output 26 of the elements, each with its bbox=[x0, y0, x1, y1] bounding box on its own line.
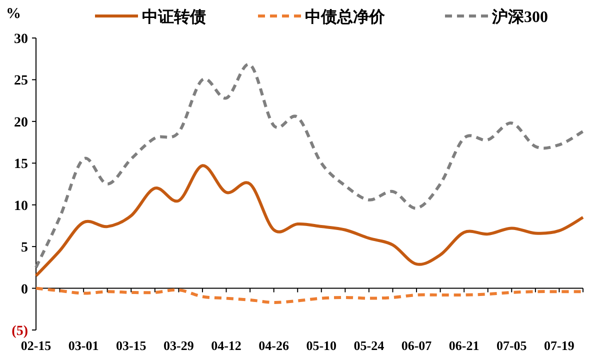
y-tick-label: 25 bbox=[14, 74, 28, 89]
x-tick-label: 06-07 bbox=[401, 338, 432, 353]
x-tick-label: 07-05 bbox=[496, 338, 528, 353]
x-tick-label: 04-12 bbox=[211, 338, 242, 353]
legend-label: 中证转债 bbox=[142, 8, 206, 26]
y-tick-label: 15 bbox=[14, 157, 28, 172]
x-tick-label: 06-21 bbox=[448, 338, 480, 353]
y-tick-label: 30 bbox=[14, 32, 28, 47]
x-tick-label: 02-15 bbox=[20, 338, 52, 353]
y-tick-label: (5) bbox=[12, 324, 28, 339]
x-tick-label: 03-29 bbox=[164, 338, 194, 353]
line-series bbox=[34, 164, 584, 278]
line-series bbox=[34, 63, 584, 269]
y-tick-label: 5 bbox=[21, 240, 28, 256]
x-tick-label: 07-19 bbox=[544, 338, 575, 353]
x-tick-label: 03-15 bbox=[116, 338, 147, 353]
x-tick-label: 04-26 bbox=[258, 338, 290, 353]
legend-label: 中债总净价 bbox=[305, 8, 386, 26]
y-tick-label: 10 bbox=[14, 198, 28, 214]
y-axis-title: % bbox=[6, 6, 21, 22]
x-tick-label: 05-24 bbox=[354, 338, 385, 353]
x-tick-label: 03-01 bbox=[68, 338, 99, 353]
y-tick-label: 0 bbox=[21, 282, 28, 298]
x-tick-label: 05-10 bbox=[306, 338, 337, 353]
y-tick-label: 20 bbox=[14, 115, 28, 130]
legend-label: 沪深300 bbox=[491, 7, 548, 26]
